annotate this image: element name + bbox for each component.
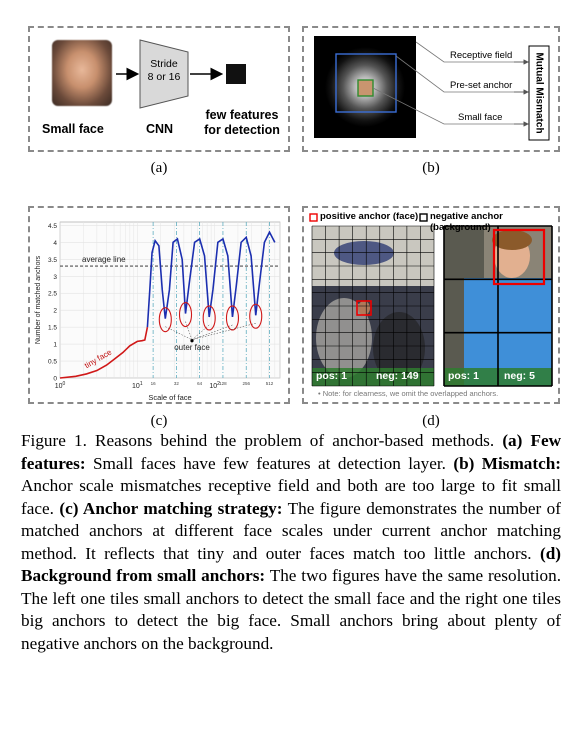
outer-face-ellipse — [202, 305, 216, 331]
small-face-box — [357, 79, 374, 97]
outer-face-label: outer face — [174, 343, 210, 352]
caption-a-text: Small faces have few features at detecti… — [85, 453, 446, 473]
caption-c-head: (c) Anchor matching strategy: — [59, 498, 283, 518]
sublabel-a: (a) — [150, 160, 168, 176]
left-anchor-grid — [311, 225, 435, 387]
mutual-mismatch-label: Mutual Mismatch — [533, 52, 545, 134]
small-face-label-b: Small face — [458, 112, 503, 123]
panel-a: Small face Stride 8 or 16 CNN few featur… — [28, 26, 290, 152]
outer-face-dot — [190, 339, 194, 343]
x-minor-tick-label: 64 — [197, 381, 203, 386]
cnn-label: CNN — [146, 122, 174, 136]
y-tick-label: 4.5 — [48, 223, 57, 230]
caption-c-text: The figure demonstrates the number of ma… — [21, 498, 561, 563]
note-text: • Note: for clearness, we omit the overl… — [318, 389, 499, 398]
right-neg-count: neg: 5 — [504, 370, 535, 382]
y-tick-label: 2.5 — [48, 291, 57, 298]
x-major-tick-label: 102 — [209, 381, 220, 390]
few-features-label: few features for detection — [204, 108, 280, 137]
outer-face-ellipse — [249, 303, 263, 329]
outer-face-leader — [191, 324, 233, 341]
left-positive-anchor — [356, 300, 372, 316]
average-line-label: average line — [82, 255, 126, 264]
outer-face-leader — [191, 324, 210, 340]
series-line-tiny — [59, 326, 149, 379]
outer-face-ellipse — [178, 302, 193, 328]
plot-area — [59, 221, 281, 379]
feature-block — [226, 64, 246, 84]
outer-face-leader — [165, 326, 193, 341]
outer-face-ellipse — [225, 305, 240, 331]
caption-intro: Reasons behind the problem of anchor-bas… — [86, 431, 495, 450]
right-pos-count: pos: 1 — [448, 370, 479, 382]
caption-figure-prefix: Figure 1. — [21, 431, 87, 450]
y-tick-label: 1 — [53, 342, 57, 349]
small-face-image — [52, 40, 112, 106]
panel-b: Receptive field Pre-set anchor Small fac… — [302, 26, 560, 152]
x-major-tick-label: 101 — [132, 381, 143, 390]
panel-a-graphics — [116, 39, 246, 109]
y-tick-label: 0.5 — [48, 359, 57, 366]
positive-legend-swatch — [309, 213, 318, 222]
caption-b-head: (b) Mismatch: — [453, 453, 561, 473]
panel-d: positive anchor (face) negative anchor (… — [302, 206, 560, 404]
left-neg-count: neg: 149 — [376, 370, 419, 382]
preset-anchor-label: Pre-set anchor — [450, 80, 513, 91]
y-axis-label: Number of matched anchors — [35, 255, 42, 344]
negative-legend-swatch — [419, 213, 428, 222]
small-face-label: Small face — [42, 122, 104, 136]
sublabel-d: (d) — [422, 413, 440, 429]
panel-c: 0 0.5 1 1.5 2 2.5 3 3.5 4 4.5 100 101 102 16 32 64 128 25… — [28, 206, 290, 404]
receptive-field-leader — [415, 41, 514, 63]
right-anchor-grid — [443, 225, 553, 387]
sublabel-c: (c) — [150, 413, 168, 429]
panel-d-graphics — [309, 213, 553, 387]
caption-a-head: (a) Few features: — [21, 431, 562, 473]
y-tick-label: 3 — [53, 274, 57, 281]
sublabel-b: (b) — [422, 160, 440, 176]
y-tick-label: 1.5 — [48, 325, 57, 332]
x-minor-tick-label: 256 — [242, 381, 250, 386]
y-tick-label: 2 — [53, 308, 57, 315]
caption-b-text: Anchor scale mismatches receptive field … — [21, 476, 561, 518]
caption-d-text: The two figures have the same resolution… — [21, 566, 561, 653]
mutual-mismatch-box — [528, 45, 550, 141]
anchor-chart: 0 0.5 1 1.5 2 2.5 3 3.5 4 4.5 100 101 102 16 32 64 128 25… — [35, 221, 281, 402]
left-pos-count: pos: 1 — [316, 370, 347, 382]
y-tick-label: 3.5 — [48, 257, 57, 264]
x-minor-tick-label: 32 — [174, 381, 180, 386]
receptive-field-label: Receptive field — [450, 50, 513, 61]
x-minor-tick-label: 512 — [266, 381, 274, 386]
x-minor-tick-label: 128 — [219, 381, 227, 386]
y-tick-label: 0 — [53, 376, 57, 383]
cnn-trapezoid — [139, 39, 189, 109]
stride-label: Stride 8 or 16 — [147, 58, 181, 83]
y-tick-label: 4 — [53, 240, 57, 247]
outer-face-ellipse — [158, 307, 172, 333]
preset-anchor-leader — [395, 55, 514, 93]
outer-face-leader — [185, 321, 193, 340]
series-line — [146, 230, 276, 328]
right-positive-anchor — [492, 228, 546, 286]
figure-caption: Figure 1. Reasons behind the problem of … — [21, 430, 561, 655]
preset-anchor-box — [335, 53, 397, 113]
x-minor-tick-label: 16 — [151, 381, 157, 386]
negative-legend-label: negative anchor (background) — [430, 211, 503, 233]
x-major-tick-label: 100 — [55, 381, 66, 390]
panel-b-graphics — [314, 36, 550, 141]
x-axis-label: Scale of face — [148, 393, 191, 402]
small-face-leader — [372, 87, 514, 125]
positive-legend-label: positive anchor (face) — [320, 211, 419, 222]
caption-d-head: (d) Background from small anchors: — [21, 543, 562, 586]
outer-face-leader — [191, 323, 256, 341]
